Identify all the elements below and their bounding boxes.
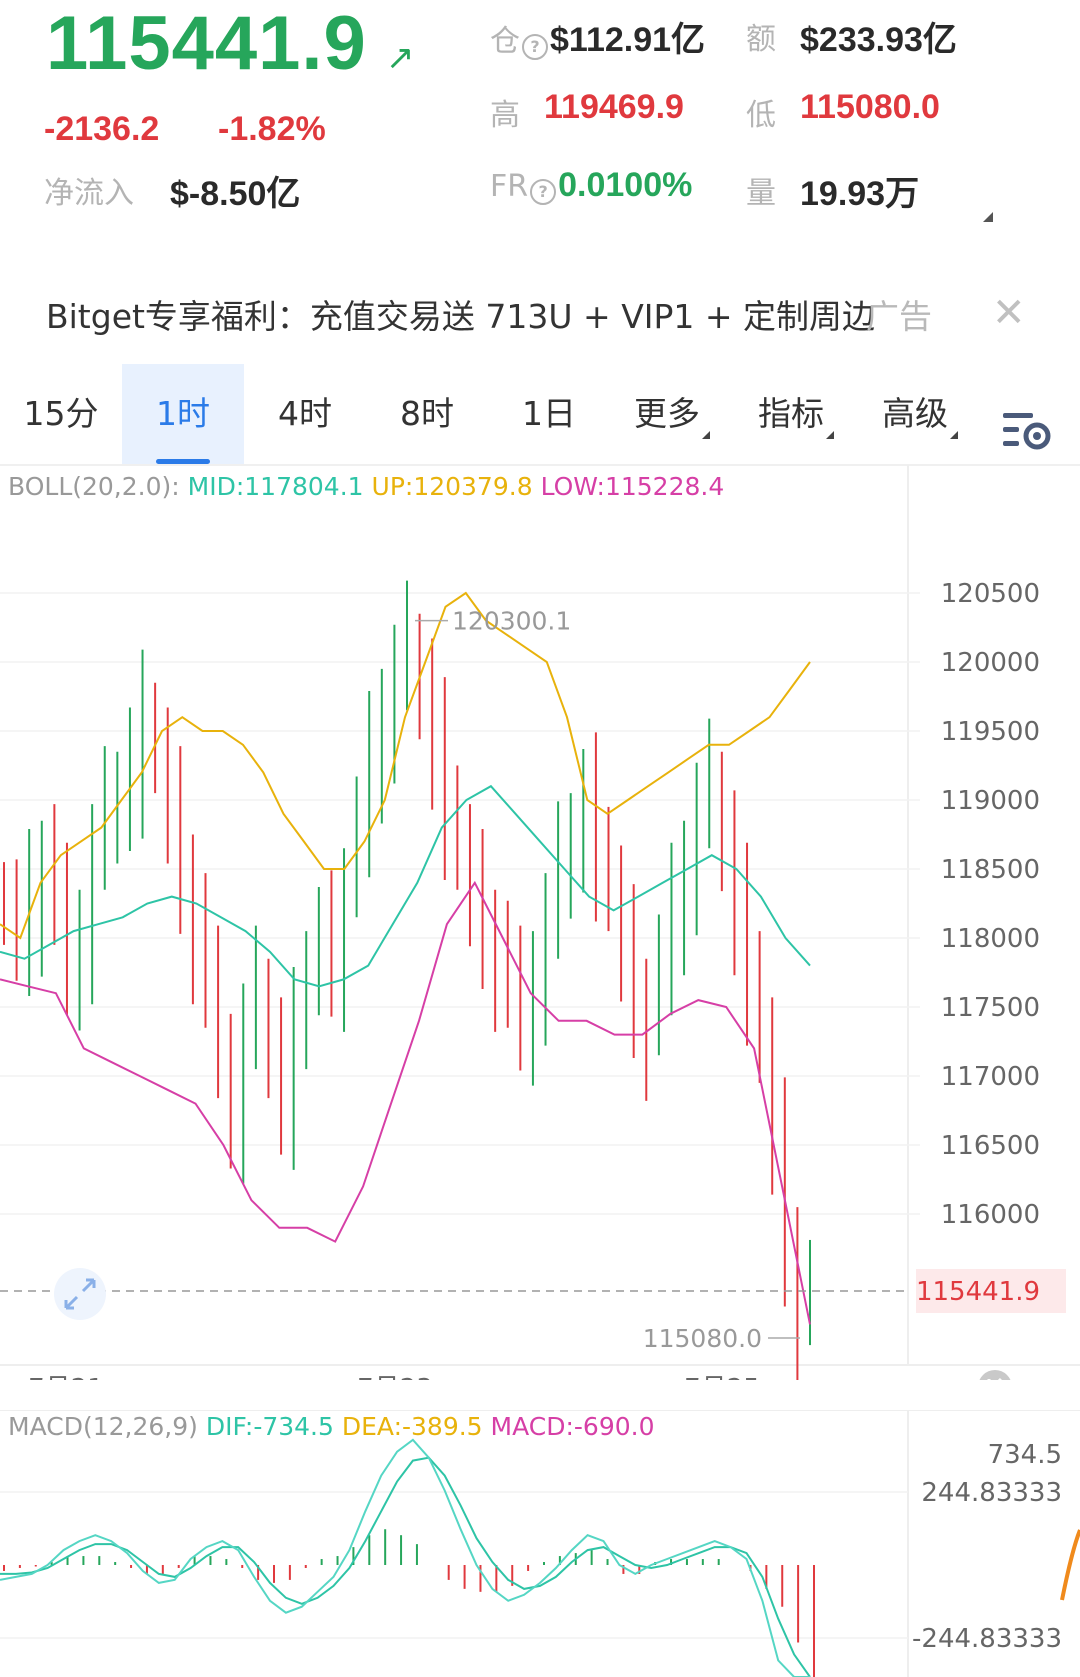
macd-y-tick-label: 244.83333 (921, 1478, 1062, 1508)
y-tick-label: 118500 (941, 855, 1040, 885)
tab-indicators[interactable]: 指标 (734, 364, 858, 464)
boll-legend-up: UP:120379.8 (371, 472, 533, 501)
open-interest[interactable]: 仓? $112.91亿 (490, 12, 705, 61)
tab-more[interactable]: 更多 (610, 364, 734, 464)
tab-15m[interactable]: 15分 (0, 364, 122, 464)
tab-label: 指标 (758, 394, 824, 433)
candlestick-chart[interactable]: 120500 120000 119500 119000 118500 118000 1175… (0, 465, 1080, 1380)
boll-mid-line (0, 784, 811, 988)
expand-arrows (64, 1278, 96, 1310)
net-inflow-value: $-8.50亿 (170, 175, 301, 213)
promo-banner-text[interactable]: Bitget专享福利：充值交易送 713U + VIP1 + 定制周边 (46, 297, 876, 336)
boll-legend-mid: MID:117804.1 (187, 472, 364, 501)
tab-advanced[interactable]: 高级 (858, 364, 982, 464)
tab-label: 更多 (634, 394, 700, 433)
y-tick-label: 120000 (941, 648, 1040, 678)
active-tab-indicator (156, 459, 210, 464)
macd-legend-prefix: MACD(12,26,9) (8, 1412, 198, 1441)
low-marker-label: 115080.0 (643, 1324, 762, 1353)
macd-dea-line (0, 1456, 811, 1677)
tab-8h[interactable]: 8时 (366, 364, 488, 464)
macd-legend-dif: DIF:-734.5 (205, 1412, 334, 1441)
boll-legend: BOLL(20,2.0): MID:117804.1 UP:120379.8 L… (8, 472, 724, 501)
macd-y-tick-label: 734.5 (988, 1440, 1062, 1470)
scroll-to-latest-button[interactable] (978, 1370, 1012, 1380)
boll-lower-line (0, 880, 811, 1325)
tab-4h[interactable]: 4时 (244, 364, 366, 464)
last-price: 115441.9 (46, 1, 367, 86)
tab-1d[interactable]: 1日 (488, 364, 610, 464)
macd-legend-macd: MACD:-690.0 (490, 1412, 655, 1441)
expand-corner-icon[interactable] (983, 212, 993, 222)
change-absolute: -2136.2 (44, 110, 160, 148)
high-marker-label: 120300.1 (452, 607, 571, 636)
open-interest-value: $112.91亿 (550, 21, 706, 59)
funding-rate[interactable]: FR? 0.0100% (490, 166, 692, 205)
open-interest-label: 仓 (490, 24, 520, 59)
low-value: 115080.0 (800, 88, 940, 126)
high-label: 高 (490, 98, 520, 133)
y-tick-label: 117500 (941, 993, 1040, 1023)
turnover-label: 额 (746, 22, 776, 57)
trend-up-arrow-icon: ↗ (386, 38, 415, 78)
tab-label: 1时 (156, 394, 210, 433)
y-tick-label: 116500 (941, 1131, 1040, 1161)
y-tick-label: 119000 (941, 786, 1040, 816)
dropdown-triangle-icon (950, 431, 958, 439)
close-icon[interactable]: ✕ (992, 290, 1026, 336)
y-tick-label: 118000 (941, 924, 1040, 954)
expand-icon-bg (54, 1268, 106, 1320)
expand-icon[interactable] (54, 1268, 106, 1320)
x-tick-label: 7月25 (684, 1374, 760, 1380)
help-icon[interactable]: ? (530, 178, 557, 205)
scroll-handle (1060, 1529, 1080, 1601)
y-tick-label: 117000 (941, 1062, 1040, 1092)
macd-dif-line (0, 1438, 810, 1677)
y-tick-label: 120500 (941, 579, 1040, 609)
tab-1h[interactable]: 1时 (122, 364, 244, 464)
macd-y-tick-label: -244.83333 (912, 1624, 1062, 1654)
y-tick-label: 119500 (941, 717, 1040, 747)
turnover-value: $233.93亿 (800, 21, 957, 59)
boll-legend-prefix: BOLL(20,2.0): (8, 472, 180, 501)
boll-legend-low: LOW:115228.4 (540, 472, 725, 501)
tab-label: 高级 (882, 394, 948, 433)
volume-label: 量 (746, 176, 776, 211)
tab-label: 8时 (400, 394, 454, 433)
ad-tag: 广告 (866, 297, 932, 336)
volume-value: 19.93万 (800, 175, 920, 213)
tab-divider (0, 464, 1080, 466)
macd-legend: MACD(12,26,9) DIF:-734.5 DEA:-389.5 MACD… (8, 1412, 655, 1441)
dropdown-triangle-icon (702, 431, 710, 439)
net-inflow-label: 净流入 (44, 176, 134, 211)
x-tick-label: 7月23 (357, 1374, 433, 1380)
funding-label: FR (490, 169, 529, 204)
current-price-label: 115441.9 (916, 1277, 1040, 1307)
boll-upper-line (0, 591, 811, 940)
scroll-button-bg (979, 1370, 1011, 1380)
macd-legend-dea: DEA:-389.5 (341, 1412, 483, 1441)
timeframe-tabs: 15分 1时 4时 8时 1日 更多 指标 高级 (0, 364, 1080, 464)
funding-value: 0.0100% (558, 166, 693, 204)
change-percent: -1.82% (218, 110, 326, 148)
tab-label: 15分 (23, 394, 99, 433)
tab-label: 1日 (522, 394, 576, 433)
macd-chart[interactable]: 734.5 244.83333 -244.83333 (0, 1410, 1080, 1677)
tab-label: 4时 (278, 394, 332, 433)
dropdown-triangle-icon (826, 431, 834, 439)
current-price-tag (916, 1269, 1066, 1314)
chart-settings-icon[interactable] (990, 364, 1060, 464)
high-value: 119469.9 (544, 88, 684, 126)
help-icon[interactable]: ? (522, 33, 548, 60)
y-tick-label: 116000 (941, 1200, 1040, 1230)
x-tick-label: 7月21 (28, 1374, 104, 1380)
low-label: 低 (746, 98, 776, 133)
